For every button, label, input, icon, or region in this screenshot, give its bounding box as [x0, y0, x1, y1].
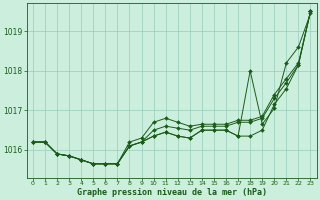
- X-axis label: Graphe pression niveau de la mer (hPa): Graphe pression niveau de la mer (hPa): [77, 188, 267, 197]
